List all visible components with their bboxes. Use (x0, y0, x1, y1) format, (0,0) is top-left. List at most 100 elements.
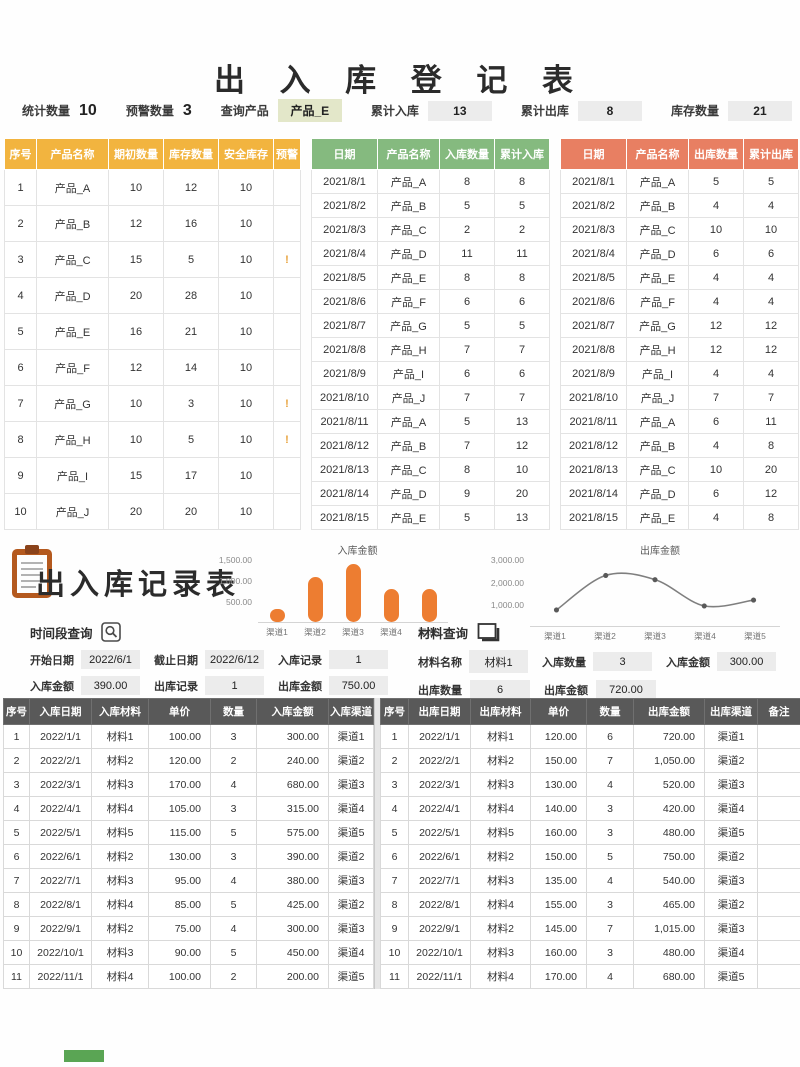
outbound-amount-field[interactable]: 750.00 (329, 676, 388, 695)
cell[interactable]: 产品_D (626, 241, 689, 266)
cell[interactable]: 3 (586, 796, 634, 821)
cell[interactable]: 21 (163, 313, 219, 350)
cell[interactable]: 7 (380, 868, 409, 893)
cell[interactable]: 2022/6/1 (29, 844, 92, 869)
cell[interactable]: 8 (743, 433, 799, 458)
cell[interactable]: 9 (4, 457, 37, 494)
cell[interactable]: 5 (163, 421, 219, 458)
cell[interactable]: 170.00 (530, 964, 587, 989)
cell[interactable]: 465.00 (633, 892, 705, 917)
cell[interactable]: 产品_H (36, 421, 109, 458)
cell[interactable]: 产品_A (626, 409, 689, 434)
cell[interactable]: 16 (108, 313, 164, 350)
cell[interactable] (757, 868, 800, 893)
cell[interactable]: 渠道3 (704, 868, 758, 893)
cell[interactable]: 90.00 (148, 940, 211, 965)
cell[interactable]: 材料4 (470, 964, 531, 989)
cell[interactable]: 11 (494, 241, 550, 266)
cell[interactable]: 12 (108, 205, 164, 242)
cell[interactable]: 产品_A (36, 169, 109, 206)
cell[interactable]: 2022/2/1 (29, 748, 92, 773)
cell[interactable]: 10 (218, 493, 274, 530)
cell[interactable]: 5 (380, 820, 409, 845)
cell[interactable]: 产品_A (377, 409, 440, 434)
cell[interactable]: 5 (494, 313, 550, 338)
cell[interactable]: 315.00 (256, 796, 329, 821)
cell[interactable]: 10 (218, 349, 274, 386)
cell[interactable]: 5 (439, 409, 495, 434)
cell[interactable]: 材料5 (91, 820, 149, 845)
cell[interactable]: 2021/8/8 (560, 337, 627, 362)
cell[interactable]: 10 (108, 169, 164, 206)
cell[interactable]: 材料2 (91, 748, 149, 773)
cell[interactable]: 3 (163, 385, 219, 422)
cell[interactable]: 10 (743, 217, 799, 242)
outbound-record-count-field[interactable]: 1 (205, 676, 264, 695)
cell[interactable]: 10 (108, 385, 164, 422)
cell[interactable]: 5 (439, 313, 495, 338)
cell[interactable]: 2022/4/1 (408, 796, 471, 821)
cell[interactable]: 产品_D (377, 481, 440, 506)
cell[interactable]: 6 (380, 844, 409, 869)
cell[interactable]: 2021/8/12 (311, 433, 378, 458)
cell[interactable]: 8 (4, 421, 37, 458)
cell[interactable]: 6 (688, 481, 744, 506)
cell[interactable]: 11 (380, 964, 409, 989)
cell[interactable]: 2021/8/4 (311, 241, 378, 266)
cell[interactable]: 产品_I (377, 361, 440, 386)
cell[interactable]: 3 (586, 892, 634, 917)
cell[interactable]: 8 (439, 265, 495, 290)
cell[interactable] (273, 313, 301, 350)
cell[interactable]: 渠道1 (704, 724, 758, 749)
stock-count-value[interactable]: 21 (727, 100, 792, 121)
cell[interactable]: 7 (4, 385, 37, 422)
cell[interactable]: 2021/8/3 (560, 217, 627, 242)
cell[interactable]: 15 (108, 457, 164, 494)
cell[interactable]: 2022/9/1 (29, 916, 92, 941)
cell[interactable]: 1 (4, 169, 37, 206)
cell[interactable]: 2 (380, 748, 409, 773)
cell[interactable]: 7 (688, 385, 744, 410)
cell[interactable]: 8 (494, 169, 550, 194)
cell[interactable]: 4 (586, 772, 634, 797)
cell[interactable]: 产品_C (377, 217, 440, 242)
cell[interactable]: 390.00 (256, 844, 329, 869)
cell[interactable]: 425.00 (256, 892, 329, 917)
cell[interactable]: 85.00 (148, 892, 211, 917)
cell[interactable]: 7 (439, 337, 495, 362)
cell[interactable]: 105.00 (148, 796, 211, 821)
cell[interactable]: 130.00 (148, 844, 211, 869)
cell[interactable]: 产品_E (36, 313, 109, 350)
cell[interactable]: 9 (439, 481, 495, 506)
cell[interactable]: 7 (494, 337, 550, 362)
query-product-input[interactable]: 产品_E (277, 99, 342, 122)
start-date-field[interactable]: 2022/6/1 (81, 650, 140, 669)
cell[interactable]: 产品_F (36, 349, 109, 386)
cell[interactable]: 2021/8/15 (560, 505, 627, 530)
cell[interactable]: 材料1 (91, 724, 149, 749)
cell[interactable]: 6 (586, 724, 634, 749)
cell[interactable]: 2021/8/6 (311, 289, 378, 314)
cell[interactable]: 150.00 (530, 748, 587, 773)
cell[interactable]: 12 (108, 349, 164, 386)
cell[interactable]: 10 (218, 385, 274, 422)
cell[interactable]: 产品_J (377, 385, 440, 410)
cell[interactable]: 2022/11/1 (408, 964, 471, 989)
cell[interactable] (757, 940, 800, 965)
cell[interactable]: 3 (210, 724, 257, 749)
cell[interactable]: 2022/8/1 (29, 892, 92, 917)
sheet-tab[interactable] (64, 1050, 104, 1062)
cell[interactable]: 渠道2 (704, 892, 758, 917)
material-outbound-qty-field[interactable]: 6 (470, 680, 530, 699)
cell[interactable]: 12 (743, 313, 799, 338)
cell[interactable]: 2021/8/6 (560, 289, 627, 314)
cell[interactable]: 155.00 (530, 892, 587, 917)
cell[interactable]: 145.00 (530, 916, 587, 941)
cell[interactable] (757, 748, 800, 773)
cell[interactable]: 10 (218, 313, 274, 350)
cell[interactable]: 8 (439, 457, 495, 482)
cell[interactable]: 3 (3, 772, 30, 797)
cell[interactable]: 产品_E (626, 265, 689, 290)
cell[interactable]: 4 (210, 916, 257, 941)
cell[interactable]: 1 (3, 724, 30, 749)
